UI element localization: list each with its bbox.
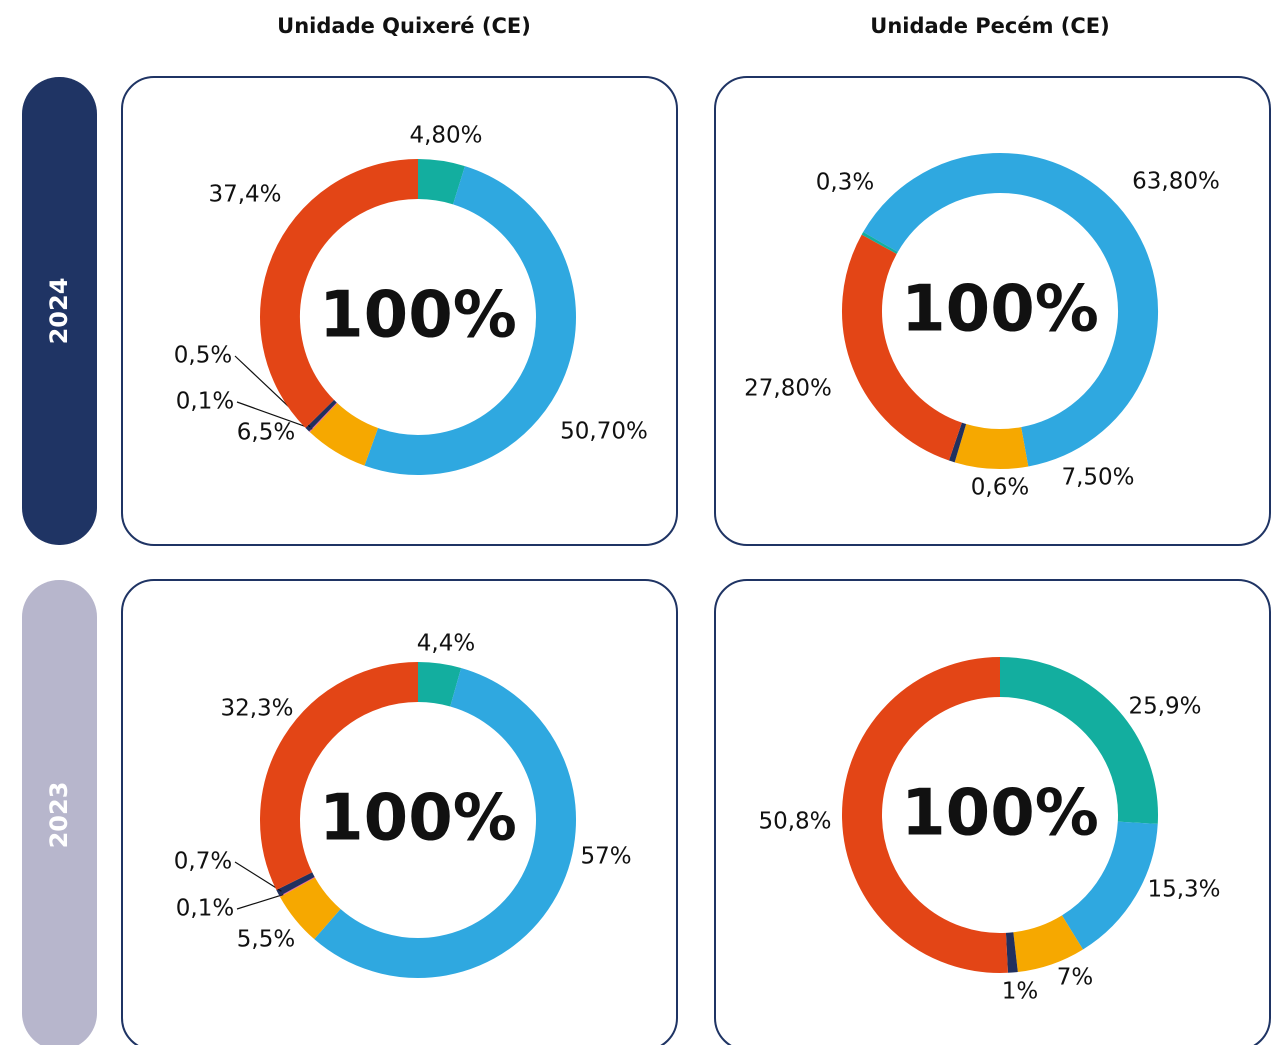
year-pill	[22, 580, 97, 1045]
column-header: Unidade Pecém (CE)	[870, 14, 1109, 38]
donut-segment	[1012, 915, 1083, 972]
value-label: 63,80%	[1132, 169, 1220, 195]
card	[714, 579, 1271, 1045]
donut-segment	[280, 876, 342, 940]
donut-segment	[305, 399, 337, 432]
leader-line	[234, 861, 282, 892]
donut-segment	[417, 662, 462, 707]
column-header: Unidade Quixeré (CE)	[277, 14, 531, 38]
leader-line	[236, 894, 284, 910]
value-label: 4,80%	[409, 123, 482, 149]
value-label: 0,1%	[176, 389, 234, 415]
value-label: 57%	[580, 844, 631, 870]
donut-segment	[1061, 821, 1158, 950]
value-label: 0,1%	[176, 896, 234, 922]
donut-segment	[309, 402, 338, 433]
center-label: 100%	[319, 782, 517, 856]
value-label: 50,8%	[758, 809, 831, 835]
value-label: 7,50%	[1061, 465, 1134, 491]
value-label: 50,70%	[560, 419, 648, 445]
donut-segment	[842, 657, 1008, 973]
card	[121, 579, 678, 1045]
value-label: 0,3%	[816, 170, 874, 196]
value-label: 37,4%	[208, 182, 281, 208]
row-label: 2024	[45, 278, 73, 345]
value-label: 4,4%	[417, 631, 475, 657]
donut-segment	[842, 234, 963, 461]
year-pill	[22, 77, 97, 545]
value-label: 25,9%	[1128, 694, 1201, 720]
donut-segment	[863, 153, 1158, 467]
value-label: 32,3%	[220, 696, 293, 722]
value-label: 15,3%	[1147, 877, 1220, 903]
value-label: 0,7%	[174, 849, 232, 875]
card	[714, 76, 1271, 546]
donut-segment	[999, 657, 1158, 824]
donut-segment	[364, 166, 576, 475]
value-label: 6,5%	[237, 420, 295, 446]
donut-segment	[861, 232, 898, 254]
donut-segment	[314, 668, 576, 978]
value-label: 0,6%	[971, 475, 1029, 501]
donut-segment	[260, 159, 419, 429]
value-label: 0,5%	[174, 343, 232, 369]
donut-segment	[309, 402, 379, 466]
row-label: 2023	[45, 782, 73, 849]
center-label: 100%	[901, 777, 1099, 851]
value-label: 27,80%	[744, 376, 832, 402]
donut-segment	[417, 159, 465, 205]
donut-segment	[1005, 932, 1018, 973]
donut-segment	[276, 872, 315, 897]
value-label: 7%	[1057, 965, 1094, 991]
leader-line	[236, 401, 313, 430]
value-label: 5,5%	[237, 927, 295, 953]
donut-segment	[954, 423, 1029, 469]
donut-segment	[948, 422, 967, 463]
card	[121, 76, 678, 546]
center-label: 100%	[901, 273, 1099, 347]
value-label: 1%	[1002, 979, 1039, 1005]
center-label: 100%	[319, 279, 517, 353]
donut-segment	[260, 662, 419, 890]
